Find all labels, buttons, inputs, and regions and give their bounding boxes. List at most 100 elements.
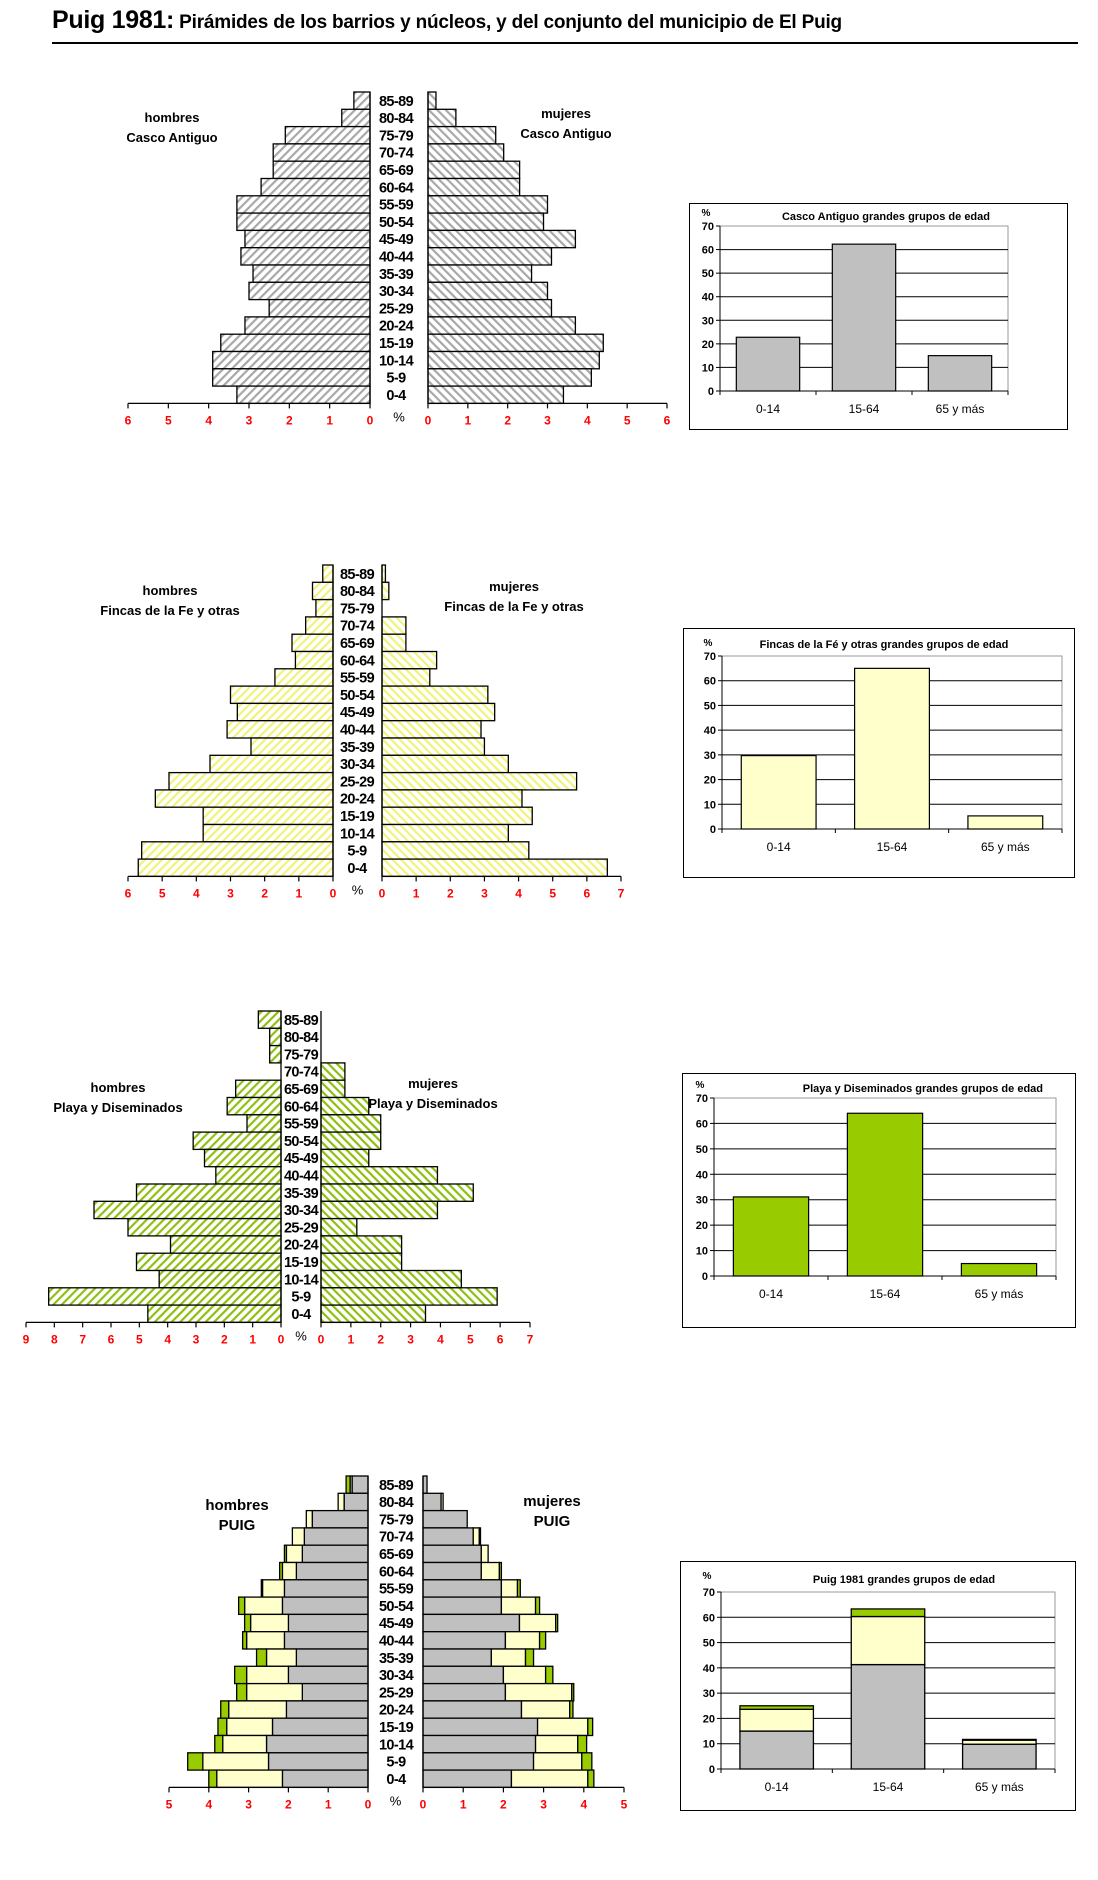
pyramid-bar-men-85-89 <box>322 564 334 583</box>
women-area-label: Playa y Diseminados <box>368 1096 497 1111</box>
pyramid-bar-men-5-9 <box>48 1287 282 1306</box>
pyramid-bar-women-15-19 <box>381 806 533 826</box>
women-x-tick-label: 3 <box>407 1332 414 1346</box>
pyramid-bar-women-75-79 <box>427 125 497 145</box>
women-x-tick-label: 6 <box>584 886 591 900</box>
pyramid-bar-women-5-9-playa <box>581 1752 593 1771</box>
age-group-label: 60-64 <box>379 180 414 196</box>
age-group-label: 25-29 <box>340 774 375 790</box>
women-x-tick-label: 5 <box>624 413 631 427</box>
pyramid-bar-men-0-4 <box>137 858 334 878</box>
pyramid-bar-women-70-74 <box>427 143 505 162</box>
women-x-tick-label: 4 <box>515 886 522 900</box>
age-group-label: 15-19 <box>379 1720 414 1736</box>
pyramid-bar-men-20-24 <box>154 789 334 808</box>
pyramid-bar-women-50-54 <box>381 685 489 705</box>
pyramid-bar-women-25-29-fincas <box>504 1682 573 1702</box>
pyramid-bar-men-65-69 <box>272 160 371 180</box>
men-x-tick-label: 3 <box>246 413 253 427</box>
pyramid-bar-women-30-34-fincas <box>502 1665 547 1685</box>
y-tick-label: 0 <box>709 1764 715 1776</box>
x-axis-percent-label: % <box>295 1328 307 1343</box>
pyramid-bar-women-30-34 <box>427 281 549 301</box>
pyramid-bar-men-10-14-casco <box>265 1734 369 1754</box>
age-group-label: 50-54 <box>379 215 414 231</box>
pyramid-bar-women-75-79-casco <box>422 1509 468 1529</box>
pyramid-bar-men-30-34 <box>93 1200 282 1220</box>
pyramid-bar-men-35-39-playa <box>255 1648 268 1667</box>
men-area-label: Fincas de la Fe y otras <box>100 603 239 618</box>
y-tick-label: 70 <box>696 1093 708 1105</box>
pyramid-bar-women-60-64-playa <box>498 1561 503 1581</box>
y-tick-label: 60 <box>702 245 714 257</box>
men-x-tick-label: 2 <box>285 1797 292 1811</box>
y-tick-label: 30 <box>703 1688 715 1700</box>
pyramid-bar-men-75-79 <box>315 598 334 618</box>
women-area-label: PUIG <box>534 1513 571 1530</box>
pyramid-bar-men-0-4 <box>147 1304 282 1324</box>
pyramid-bar-men-5-9-fincas <box>202 1752 270 1771</box>
pyramid-bar-men-80-84 <box>341 108 371 128</box>
pyramid-bar-men-45-49-casco <box>287 1613 369 1633</box>
groups-chart-fincas-de-la-fe-svg: 0 10 20 30 40 50 60 70 0-14 15-64 65 y más Fincas d… <box>704 638 1063 854</box>
pyramid-bar-men-40-44-playa <box>241 1631 248 1650</box>
pyramid-bar-women-80-84-fincas <box>440 1492 444 1512</box>
pyramid-bar-women-50-54-playa <box>534 1596 541 1616</box>
women-x-tick-label: 6 <box>664 413 671 427</box>
pyramid-bar-women-10-14-playa <box>577 1734 588 1754</box>
age-group-label: 30-34 <box>340 757 375 773</box>
pyramid-bar-women-45-49-fincas <box>518 1613 557 1633</box>
age-group-label: 60-64 <box>340 653 375 669</box>
pyramid-bar-men-40-44-casco <box>283 1631 369 1650</box>
chart-title: Playa y Diseminados grandes grupos de ed… <box>803 1083 1043 1095</box>
x-category-label: 0-14 <box>756 402 780 416</box>
men-x-tick-label: 8 <box>51 1332 58 1346</box>
pyramid-bar-men-20-24 <box>169 1235 282 1254</box>
women-x-tick-label: 0 <box>420 1797 427 1811</box>
pyramid-bar-women-35-39 <box>427 264 533 283</box>
age-group-label: 20-24 <box>379 1703 414 1719</box>
women-x-tick-label: 2 <box>377 1332 384 1346</box>
groups-chart-casco-antiguo-svg: 0 10 20 30 40 50 60 70 0-14 15-64 65 y más Casco An… <box>702 208 1009 416</box>
pyramid-bar-men-65-69 <box>291 633 334 653</box>
pyramid-bar-women-65-69 <box>427 160 521 180</box>
age-group-label: 0-4 <box>386 1772 406 1788</box>
age-group-label: 75-79 <box>340 601 375 617</box>
age-group-label: 75-79 <box>379 1512 414 1528</box>
y-tick-label: 10 <box>704 799 716 811</box>
pyramid-bar-women-25-29 <box>381 771 578 791</box>
y-tick-label: 30 <box>696 1195 708 1207</box>
age-group-label: 10-14 <box>340 826 375 842</box>
pyramid-bar-men-30-34 <box>209 754 334 774</box>
bar-15-64 <box>831 243 897 392</box>
pyramid-bar-men-0-4 <box>236 385 371 405</box>
pyramid-bar-women-80-84-casco <box>422 1492 442 1512</box>
y-tick-label: 70 <box>703 1587 715 1599</box>
pyramid-bar-women-50-54 <box>320 1131 382 1151</box>
pyramid-bar-men-35-39 <box>252 264 371 283</box>
pyramid-bar-men-0-4-casco <box>281 1769 369 1789</box>
age-group-label: 85-89 <box>284 1013 319 1029</box>
age-group-label: 55-59 <box>340 671 375 687</box>
pyramid-bar-men-80-84-casco <box>343 1492 369 1512</box>
y-tick-label: 40 <box>703 1663 715 1675</box>
pyramid-bar-men-25-29-casco <box>301 1682 369 1702</box>
pyramid-bar-men-30-34-casco <box>287 1665 369 1685</box>
men-x-tick-label: 0 <box>278 1332 285 1346</box>
bar-65 y más-Playa y Diseminados <box>961 1738 1037 1741</box>
age-group-label: 5-9 <box>291 1290 311 1306</box>
pyramid-bar-men-65-69 <box>235 1079 282 1099</box>
pyramid-bar-women-65-69-fincas <box>480 1544 489 1564</box>
women-x-tick-label: 5 <box>467 1332 474 1346</box>
men-x-tick-label: 1 <box>249 1332 256 1346</box>
men-label: hombres <box>205 1497 268 1514</box>
pyramid-bar-men-85-89-playa <box>345 1475 351 1494</box>
groups-chart-fincas-de-la-fe: 0 10 20 30 40 50 60 70 0-14 15-64 65 y más Fincas d… <box>683 628 1075 878</box>
men-x-tick-label: 0 <box>365 1797 372 1811</box>
pyramid-bar-men-55-59-casco <box>283 1579 369 1598</box>
age-group-label: 30-34 <box>284 1203 319 1219</box>
pyramid-bar-men-55-59-fincas <box>261 1579 286 1598</box>
age-group-label: 75-79 <box>284 1047 319 1063</box>
pyramid-bar-women-55-59 <box>427 195 549 214</box>
